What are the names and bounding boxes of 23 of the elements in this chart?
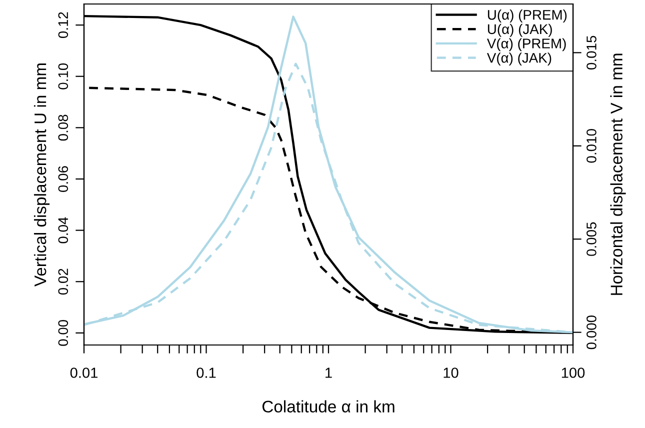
legend-label: U(α) (PREM) xyxy=(488,10,567,22)
y-tick-label: 0.08 xyxy=(58,114,68,141)
y-tick-label: 0.10 xyxy=(58,63,68,90)
legend-label: V(α) (PREM) xyxy=(486,38,566,52)
y-tick-label: 0.04 xyxy=(58,217,68,244)
y-axis-title: Vertical displacement U in mm xyxy=(34,64,50,286)
x-tick-label: 0.01 xyxy=(70,368,98,378)
x-tick-label: 1 xyxy=(326,368,332,378)
y2-tick-label: 0.005 xyxy=(586,222,596,256)
x-axis-title: Colatitude α in km xyxy=(262,400,394,413)
y-tick-label: 0.00 xyxy=(58,320,68,346)
x-tick-label: 10 xyxy=(444,368,458,378)
y-tick-label: 0.06 xyxy=(58,166,68,192)
y2-tick-label: 0.015 xyxy=(586,36,596,70)
y-tick-label: 0.12 xyxy=(58,12,68,38)
y2-axis-title: Horizontal displacement V in mm xyxy=(610,54,626,295)
y-tick-label: 0.02 xyxy=(58,268,68,295)
y2-tick-label: 0.010 xyxy=(586,129,596,163)
legend-label: U(α) (JAK) xyxy=(488,24,552,37)
x-tick-label: 0.1 xyxy=(196,368,216,378)
legend-label: V(α) (JAK) xyxy=(486,52,552,66)
y2-tick-label: 0.000 xyxy=(586,315,596,350)
x-tick-label: 100 xyxy=(562,368,585,378)
